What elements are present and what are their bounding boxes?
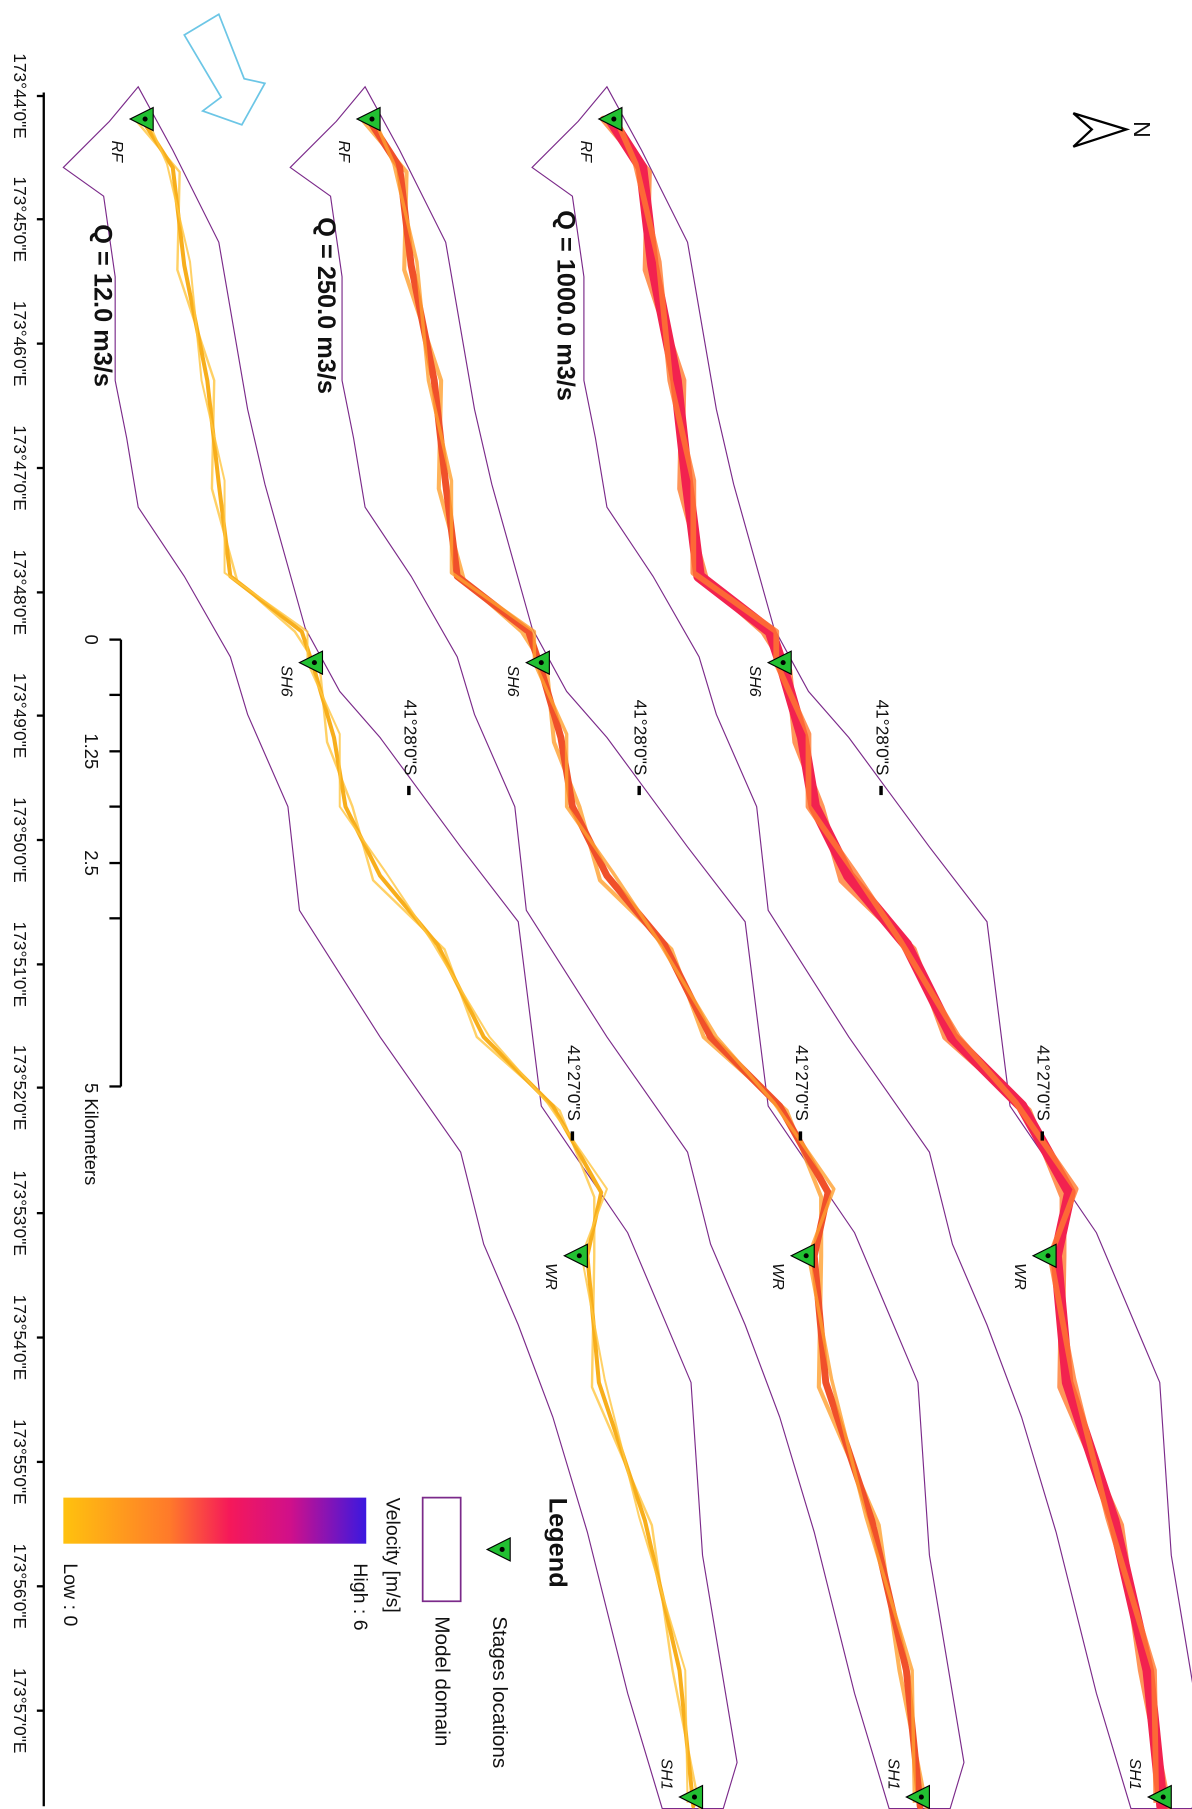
longitude-label: 173°47'0"E [10, 425, 30, 510]
longitude-label: 173°52'0"E [10, 1045, 30, 1130]
longitude-label: 173°51'0"E [10, 922, 30, 1007]
model-domain [531, 85, 1192, 1809]
scale-unit: 5 Kilometers [81, 1083, 102, 1185]
discharge-label: Q = 250.0 m3/s [312, 217, 340, 394]
velocity-low: Low : 0 [59, 1563, 81, 1626]
stage-marker-dot [1045, 1253, 1051, 1259]
river-channel [139, 117, 696, 1809]
stage-marker [128, 106, 154, 132]
stage-marker-dot [311, 660, 317, 666]
map-layer: N 173°44'0"E 173°45'0"E 173°46'0"E 173°47'0"… [10, 53, 1192, 1809]
stage-marker [355, 106, 381, 132]
stage-marker [1031, 1243, 1057, 1269]
velocity-ramp [63, 1497, 367, 1544]
stage-marker [597, 106, 623, 132]
latitude-label: 41°27'0"S [792, 1045, 812, 1121]
stage-marker [789, 1243, 815, 1269]
discharge-label: Q = 12.0 m3/s [89, 224, 117, 387]
longitude-label: 173°54'0"E [10, 1295, 30, 1380]
longitude-label: 173°57'0"E [10, 1668, 30, 1753]
stage-marker-dot [803, 1253, 809, 1259]
stage-marker [563, 1243, 588, 1269]
pointer-arrow [183, 12, 267, 126]
longitude-label: 173°44'0"E [10, 53, 30, 138]
longitude-label: 173°56'0"E [10, 1544, 30, 1629]
stage-marker [525, 650, 550, 676]
legend-item: Stages locations [488, 1616, 511, 1768]
stage-marker [905, 1784, 930, 1809]
river-channel [372, 118, 917, 1803]
longitude-label: 173°49'0"E [10, 673, 30, 758]
river-channel [133, 117, 702, 1809]
scale-label: 1.25 [81, 733, 102, 769]
north-label: N [1129, 121, 1155, 138]
stage-label: SH6 [746, 665, 764, 696]
river-channel [604, 113, 1168, 1809]
stage-marker-dot [576, 1253, 582, 1259]
longitude-label: 173°46'0"E [10, 301, 30, 386]
stage-label: SH1 [884, 1758, 902, 1789]
stage-marker [298, 650, 324, 676]
latitude-label: 41°27'0"S [1034, 1045, 1054, 1121]
latitude-label: 41°27'0"S [564, 1045, 584, 1121]
stage-label: WR [769, 1263, 787, 1290]
stage-marker-dot [691, 1794, 698, 1800]
stage-label: WR [1011, 1263, 1029, 1290]
stage-marker-dot [1160, 1794, 1166, 1800]
legend-item: Model domain [431, 1616, 454, 1746]
river-channel [613, 117, 1160, 1803]
stage-label: SH6 [504, 665, 522, 696]
stage-label: RF [335, 141, 353, 164]
stage-marker [678, 1784, 704, 1809]
longitude-label: 173°50'0"E [10, 797, 30, 882]
legend-title: Legend [544, 1498, 572, 1588]
scale-label: 2.5 [81, 850, 102, 876]
stage-marker [1146, 1784, 1172, 1809]
velocity-high: High : 6 [349, 1563, 371, 1631]
stage-label: SH6 [277, 665, 295, 696]
latitude-label: 41°28'0"S [400, 700, 420, 776]
river-channel [365, 115, 924, 1809]
longitude-label: 173°48'0"E [10, 550, 30, 635]
scale-label: 0 [81, 634, 102, 644]
legend-domain-swatch [421, 1496, 462, 1603]
stage-label: RF [108, 141, 126, 164]
legend-stage-dot [499, 1546, 505, 1552]
stage-marker-dot [369, 116, 375, 122]
longitude-label: 173°55'0"E [10, 1419, 30, 1504]
stage-label: RF [577, 141, 595, 164]
legend-stage-marker [485, 1536, 511, 1562]
stage-marker-dot [780, 660, 786, 666]
stage-label: SH1 [657, 1758, 675, 1789]
longitude-label: 173°45'0"E [10, 177, 30, 262]
river-channel [146, 118, 689, 1803]
stage-marker [766, 650, 792, 676]
stage-marker-dot [918, 1794, 924, 1800]
velocity-title: Velocity [m/s] [381, 1498, 403, 1613]
stage-marker-dot [142, 116, 148, 122]
stage-label: SH1 [1126, 1758, 1144, 1789]
longitude-label: 173°53'0"E [10, 1170, 30, 1255]
stage-marker-dot [538, 660, 544, 666]
river-channel [600, 115, 1173, 1809]
latitude-label: 41°28'0"S [872, 700, 892, 776]
discharge-label: Q = 1000.0 m3/s [552, 210, 580, 401]
north-arrow [1072, 112, 1131, 148]
stage-label: WR [542, 1263, 560, 1290]
latitude-label: 41°28'0"S [631, 700, 651, 776]
stage-marker-dot [611, 116, 617, 122]
